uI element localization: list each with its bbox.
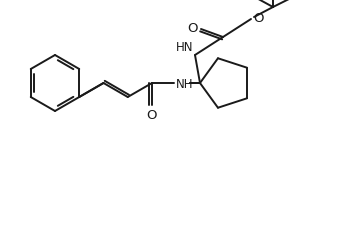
Text: O: O	[147, 109, 157, 122]
Text: O: O	[188, 22, 198, 35]
Text: O: O	[253, 12, 264, 24]
Text: NH: NH	[176, 77, 193, 90]
Text: HN: HN	[175, 41, 193, 54]
